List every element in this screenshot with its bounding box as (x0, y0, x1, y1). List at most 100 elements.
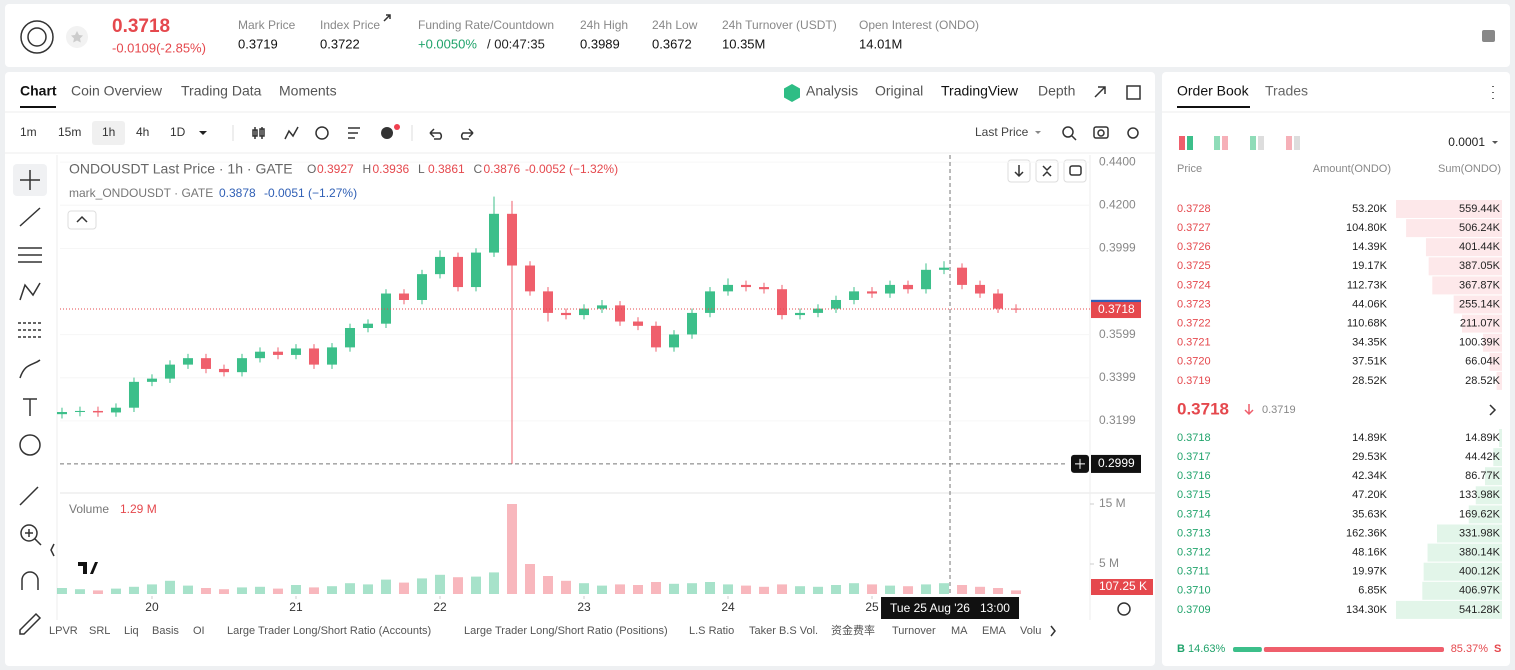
indicator[interactable]: EMA (982, 625, 1007, 637)
tab[interactable]: Trades (1265, 83, 1308, 99)
candle-body (506, 213, 517, 266)
indicator[interactable]: L.S Ratio (689, 625, 734, 637)
sum: 559.44K (1459, 203, 1501, 215)
depth-bar (1489, 352, 1502, 371)
interval[interactable]: 1h (102, 125, 115, 139)
depth-bar (1485, 467, 1502, 486)
candle-body (308, 348, 319, 365)
sum: 541.28K (1459, 604, 1501, 616)
price: 0.3709 (1177, 604, 1211, 616)
candle-body (434, 256, 445, 275)
indicator[interactable]: Taker B.S Vol. (749, 625, 818, 637)
volume-bar (741, 585, 752, 594)
sum: 169.62K (1459, 508, 1501, 520)
precision[interactable]: 0.0001 (1448, 135, 1485, 149)
tab[interactable]: Moments (279, 83, 337, 99)
last-price-label: 0.3718 (1098, 302, 1135, 316)
indicator[interactable]: OI (193, 625, 205, 637)
interval[interactable]: 15m (58, 125, 81, 139)
indicator[interactable]: Large Trader Long/Short Ratio (Accounts) (227, 625, 431, 637)
price: 0.3726 (1177, 241, 1211, 253)
candle-body (993, 293, 1004, 309)
x-tick-label: 22 (433, 600, 447, 614)
candle-body (867, 291, 878, 294)
amount: 19.97K (1352, 566, 1388, 578)
indicator[interactable]: Large Trader Long/Short Ratio (Positions… (464, 625, 668, 637)
indicator[interactable]: Basis (152, 625, 179, 637)
candle-body (669, 334, 680, 348)
candle-body (759, 287, 770, 290)
candle-body (164, 364, 175, 379)
amount: 134.30K (1346, 604, 1388, 616)
y-tick-label: 0.3399 (1099, 370, 1136, 384)
volume-bar (272, 588, 283, 594)
amount: 42.34K (1352, 470, 1388, 482)
candle-body (110, 407, 121, 413)
indicator[interactable]: Volu (1020, 625, 1041, 637)
price-source[interactable]: Last Price (975, 125, 1029, 139)
indicator[interactable]: LPVR (49, 625, 78, 637)
sell-ratio: 85.37% (1451, 643, 1489, 655)
view-tab[interactable]: Depth (1038, 83, 1075, 99)
interval[interactable]: 1D (170, 125, 186, 139)
price: 0.3722 (1177, 318, 1211, 330)
tab[interactable]: Order Book (1177, 83, 1250, 99)
depth-bar (1396, 600, 1502, 619)
candle-body (236, 358, 247, 373)
indicator[interactable]: Liq (124, 625, 139, 637)
amount: 28.52K (1352, 375, 1388, 387)
sell-bar (1263, 647, 1444, 652)
x-tick-label: 24 (721, 600, 735, 614)
sum: 255.14K (1459, 298, 1501, 310)
interval[interactable]: 4h (136, 125, 149, 139)
view-tab[interactable]: TradingView (941, 83, 1019, 99)
tab[interactable]: Chart (20, 83, 57, 99)
volume-bar (723, 584, 734, 594)
candle-body (398, 293, 409, 300)
tab[interactable]: Trading Data (181, 83, 262, 99)
amount: 6.85K (1358, 585, 1387, 597)
sum: 367.87K (1459, 279, 1501, 291)
view-tab[interactable]: Analysis (806, 83, 858, 99)
volume-bar (92, 590, 103, 594)
indicator[interactable]: 资金费率 (831, 623, 875, 637)
sum: 86.77K (1465, 470, 1501, 482)
sum: 211.07K (1460, 318, 1501, 330)
amount: 48.16K (1352, 547, 1388, 559)
indicator[interactable]: SRL (89, 625, 110, 637)
volume-bar (308, 587, 319, 594)
volume-bar (777, 584, 788, 594)
volume-bar (633, 585, 644, 594)
stat-label: 24h Turnover (USDT) (722, 18, 837, 32)
candle-body (615, 305, 626, 322)
candle-body (975, 284, 986, 294)
tab[interactable]: Coin Overview (71, 83, 163, 99)
stat-label: 24h High (580, 18, 628, 32)
indicator[interactable]: Turnover (892, 625, 936, 637)
last-price: 0.3718 (112, 16, 170, 37)
stat-label: Mark Price (238, 18, 296, 32)
candle-body (146, 378, 157, 382)
volume-bar (128, 586, 139, 594)
depth-bar (1453, 295, 1502, 314)
legend-key: O (307, 162, 316, 176)
volume-bar (524, 564, 535, 594)
candle-body (651, 325, 662, 348)
amount: 19.17K (1352, 260, 1388, 272)
mid-mark: 0.3719 (1262, 404, 1296, 416)
candle-body (470, 252, 481, 288)
stat-label: Open Interest (ONDO) (859, 18, 979, 32)
stat-value: 0.3719 (238, 36, 278, 51)
legend-value: 0.3861 (428, 162, 465, 176)
candle-body (939, 267, 950, 270)
interval[interactable]: 1m (20, 125, 37, 139)
volume-bar (362, 584, 373, 594)
legend-value: 0.3936 (373, 162, 410, 176)
price: 0.3712 (1177, 547, 1211, 559)
price: 0.3715 (1177, 489, 1211, 501)
candle-body (290, 348, 301, 355)
x-tick-label: 21 (289, 600, 303, 614)
indicator[interactable]: MA (951, 625, 968, 637)
view-tab[interactable]: Original (875, 83, 923, 99)
